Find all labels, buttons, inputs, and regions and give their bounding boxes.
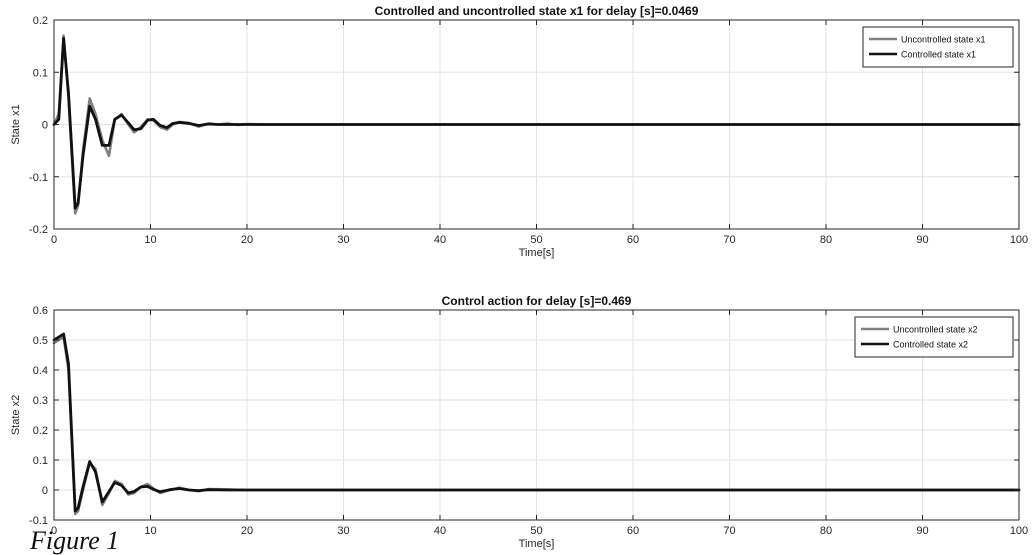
x-tick-label: 0: [51, 525, 57, 537]
legend-box: [862, 26, 1014, 68]
x-tick-label: 40: [434, 234, 446, 246]
x-tick-label: 80: [820, 234, 832, 246]
y-tick-label: 0.1: [33, 67, 48, 79]
y-axis-label: State x2: [10, 395, 22, 435]
x-tick-label: 30: [337, 525, 349, 537]
chart-panel-2: 0 10 20 30 40 50 60 70 80 90 100-0.100.10.20.30.40…: [10, 294, 1028, 550]
y-tick-label: -0.1: [29, 172, 48, 184]
y-tick-label: 0.4: [33, 365, 48, 377]
y-tick-label: 0: [42, 120, 48, 132]
figure-caption: Figure 1: [30, 526, 120, 555]
legend-label: Controlled state x2: [893, 340, 968, 350]
y-tick-label: 0.2: [33, 15, 48, 27]
legend-box: [854, 316, 1014, 358]
chart-title: Controlled and uncontrolled state x1 for…: [375, 4, 699, 18]
legend: Uncontrolled state x1 Controlled state x1: [862, 26, 1014, 68]
legend-label: Uncontrolled state x1: [901, 35, 986, 45]
x-tick-label: 70: [723, 234, 735, 246]
x-tick-label: 90: [916, 234, 928, 246]
x-axis-label: Time[s]: [519, 247, 555, 259]
x-tick-label: 60: [627, 525, 639, 537]
chart-panel-1: 0 10 20 30 40 50 60 70 80 90 100 -0.2 -0.1 0 0.1 0.2 Con…: [10, 4, 1028, 259]
x-tick-label: 10: [144, 234, 156, 246]
x-tick-label: 80: [820, 525, 832, 537]
x-tick-label: 10: [144, 525, 156, 537]
x-tick-label: 20: [241, 525, 253, 537]
series-line-controlled: [52, 36, 1021, 210]
y-tick-label: -0.1: [29, 515, 48, 527]
x-axis-label: Time[s]: [519, 538, 555, 550]
y-tick-label: 0.2: [33, 425, 48, 437]
y-tick-label: 0.5: [33, 335, 48, 347]
x-tick-label: 90: [916, 525, 928, 537]
x-tick-label: 30: [337, 234, 349, 246]
y-tick-label: 0.6: [33, 305, 48, 317]
x-tick-label: 60: [627, 234, 639, 246]
y-tick-label: -0.2: [29, 224, 48, 236]
y-axis-label: State x1: [10, 104, 22, 144]
x-tick-label: 40: [434, 525, 446, 537]
y-tick-label: 0.1: [33, 455, 48, 467]
x-tick-label: 0: [51, 234, 57, 246]
x-tick-label: 50: [530, 234, 542, 246]
x-tick-label: 50: [530, 525, 542, 537]
legend-label: Uncontrolled state x2: [893, 325, 978, 335]
y-tick-label: 0: [42, 485, 48, 497]
x-tick-label: 70: [723, 525, 735, 537]
x-tick-label: 20: [241, 234, 253, 246]
legend-label: Controlled state x1: [901, 50, 976, 60]
series-line-controlled: [52, 332, 1021, 513]
x-tick-label: 100: [1010, 525, 1028, 537]
legend: Uncontrolled state x2 Controlled state x2: [854, 316, 1014, 358]
y-tick-label: 0.3: [33, 395, 48, 407]
x-tick-label: 100: [1010, 234, 1028, 246]
chart-title: Control action for delay [s]=0.469: [442, 294, 632, 308]
